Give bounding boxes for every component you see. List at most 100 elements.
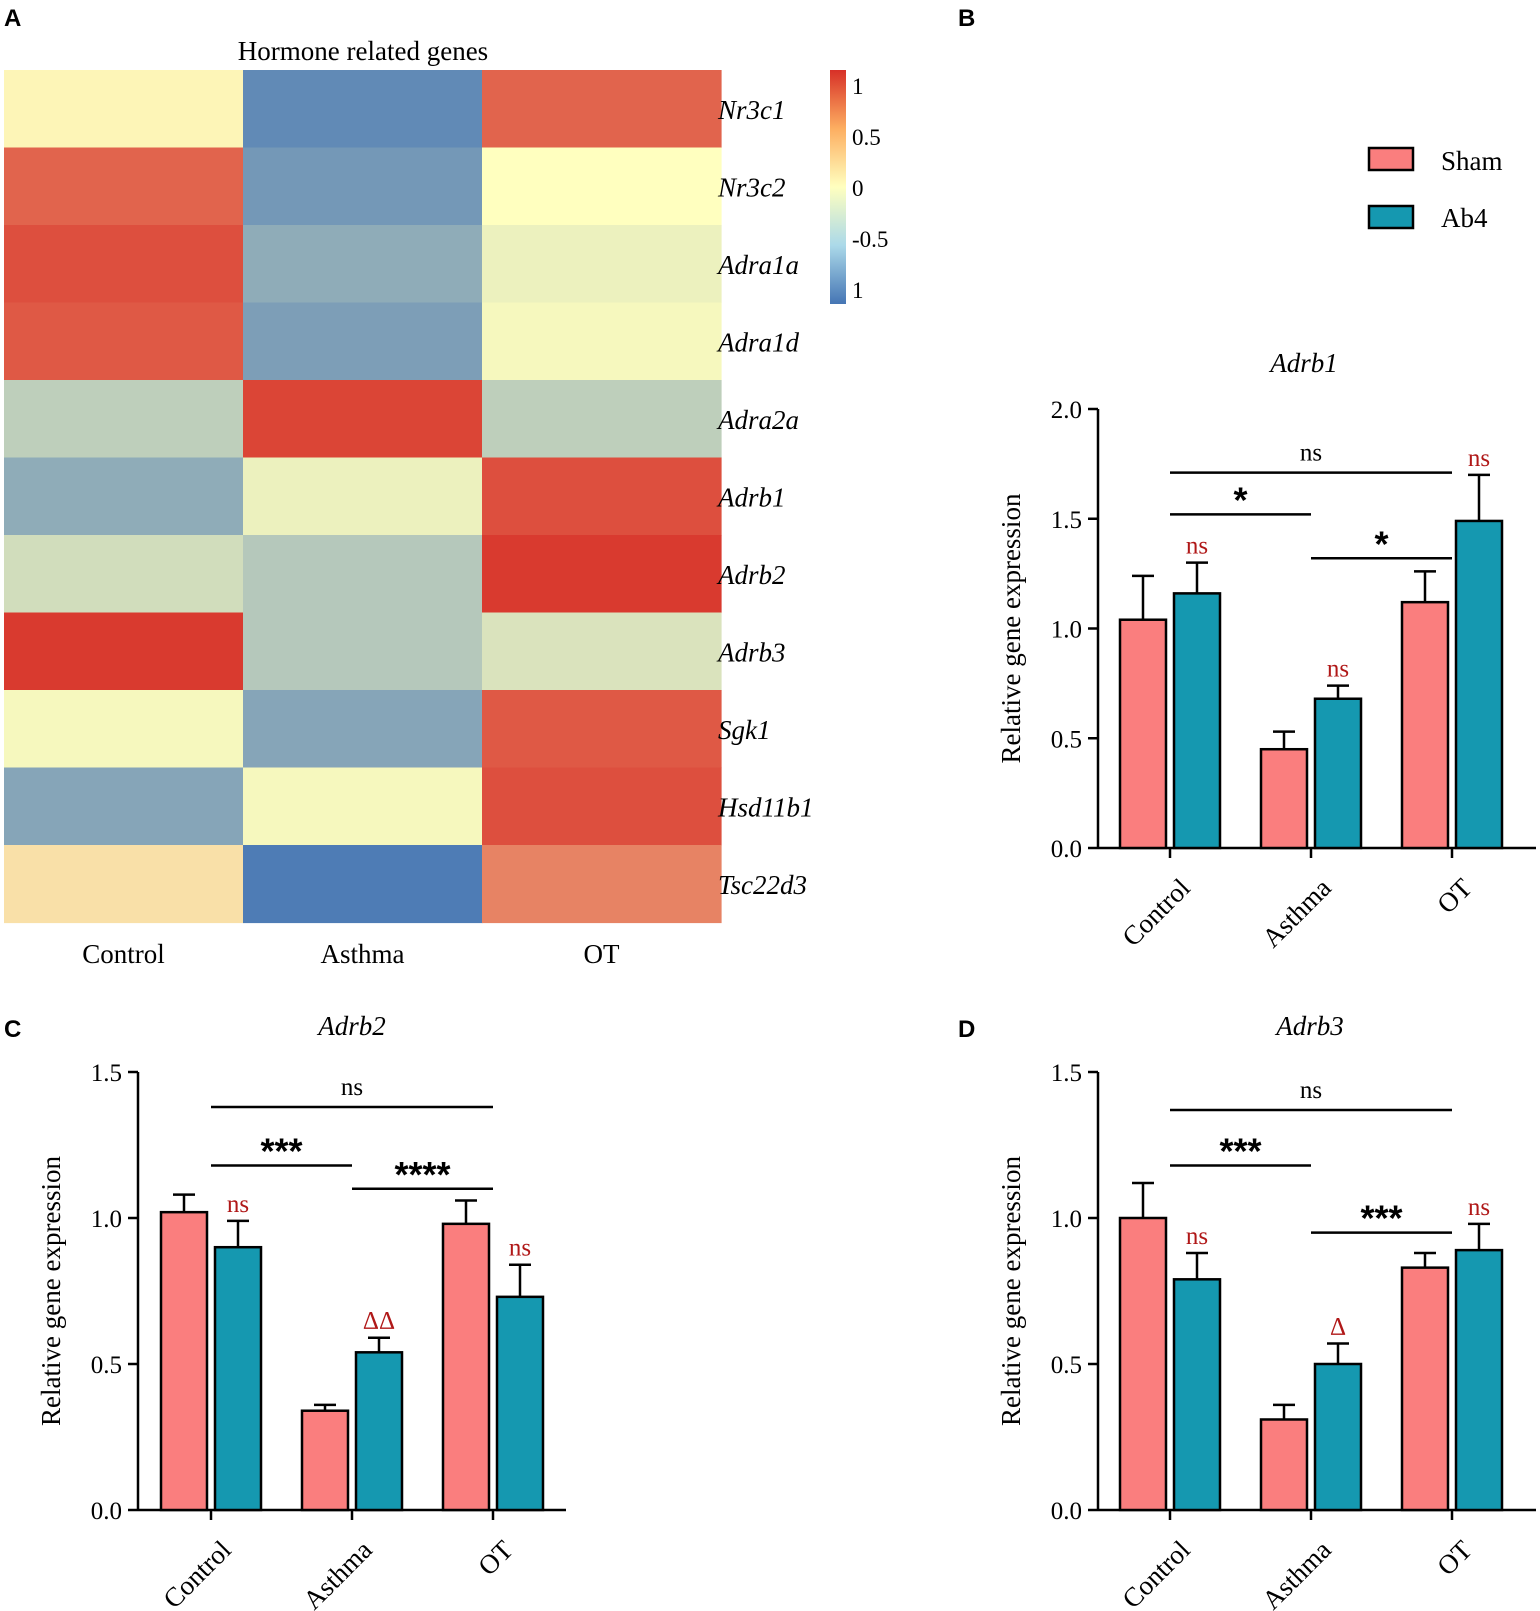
- bar-sham-control: [159, 1210, 209, 1512]
- bar-ab4-control: [213, 1245, 263, 1512]
- bar-sham-control: [1118, 618, 1168, 850]
- bar-sham-ot: [1400, 600, 1450, 850]
- heatmap-row-label: Adra1d: [716, 327, 800, 357]
- heatmap-cell-adrb2-asthma: [243, 535, 483, 614]
- bar-sham-ot: [1400, 1266, 1450, 1512]
- x-tick-label: Control: [1116, 1535, 1196, 1611]
- heatmap-cell-adrb1-asthma: [243, 457, 483, 536]
- legend-swatch-ab4: [1367, 204, 1415, 230]
- heatmap-cell-nr3c1-asthma: [243, 70, 483, 149]
- heatmap-row-label: Nr3c2: [717, 172, 786, 202]
- heatmap-cell-sgk1-ot: [482, 690, 722, 769]
- bar-ab4-asthma: [1313, 697, 1363, 850]
- heatmap-row-label: Nr3c1: [717, 95, 786, 125]
- bar-chart-adrb2: Adrb2 Relative gene expression 0.0 0.5 1.0 1.…: [36, 1011, 566, 1611]
- x-tick-label: OT: [1431, 1534, 1478, 1581]
- heatmap-row-label: Adrb3: [716, 637, 786, 667]
- legend-swatch-sham: [1367, 146, 1415, 172]
- heatmap-cell-tsc22d3-asthma: [243, 845, 483, 924]
- chart-title: Adrb3: [1274, 1011, 1344, 1041]
- group-annotation: ns: [1468, 1194, 1490, 1221]
- heatmap-cell-adra1a-control: [4, 225, 244, 304]
- y-tick-label: 1.5: [1051, 1060, 1082, 1087]
- y-axis-label: Relative gene expression: [996, 1156, 1026, 1426]
- heatmap-row-label: Hsd11b1: [717, 792, 814, 822]
- group-annotation: ns: [227, 1191, 249, 1218]
- x-tick-label: Asthma: [1256, 1535, 1337, 1611]
- heatmap-cell-nr3c2-control: [4, 147, 244, 226]
- group-annotation: Δ: [1330, 1314, 1346, 1341]
- bar-sham-asthma: [1259, 1418, 1309, 1512]
- panel-label-b: B: [958, 5, 975, 32]
- significance-label: ***: [1360, 1198, 1402, 1239]
- heatmap-cell-sgk1-control: [4, 690, 244, 769]
- group-annotation: ns: [1327, 656, 1349, 683]
- heatmap-column-label: Asthma: [321, 939, 405, 969]
- heatmap-colorbar: 1 0.5 0 -0.5 1: [830, 70, 888, 304]
- y-axis-label: Relative gene expression: [36, 1156, 66, 1426]
- bar-sham-asthma: [300, 1409, 350, 1512]
- group-annotation: ns: [1186, 1223, 1208, 1250]
- group-annotation: ΔΔ: [363, 1308, 395, 1335]
- heatmap-cell-adra1d-control: [4, 302, 244, 381]
- heatmap-cell-tsc22d3-control: [4, 845, 244, 924]
- bar-ab4-ot: [1454, 1248, 1504, 1512]
- legend-label-ab4: Ab4: [1441, 203, 1488, 233]
- heatmap-row-label: Adra2a: [716, 405, 799, 435]
- bar-ab4-control: [1172, 1278, 1222, 1512]
- x-tick-label: Asthma: [297, 1535, 378, 1611]
- heatmap-cell-adrb3-control: [4, 612, 244, 691]
- y-tick-label: 0.5: [91, 1352, 122, 1379]
- bar-ab4-ot: [495, 1295, 545, 1512]
- group-annotation: ns: [1186, 533, 1208, 560]
- y-tick-label: 2.0: [1051, 397, 1082, 424]
- bar-ab4-asthma: [1313, 1362, 1363, 1512]
- heatmap-cell-adrb2-control: [4, 535, 244, 614]
- heatmap-row-label: Tsc22d3: [718, 870, 807, 900]
- panel-label-c: C: [4, 1016, 21, 1043]
- heatmap-row-label: Adra1a: [716, 250, 799, 280]
- y-tick-label: 0.0: [1051, 836, 1082, 863]
- chart-title: Adrb2: [316, 1011, 386, 1041]
- heatmap-cell-adra2a-control: [4, 380, 244, 459]
- bar-chart-adrb3: Adrb3 Relative gene expression 0.0 0.5 1.0 1.…: [996, 1011, 1536, 1611]
- y-tick-label: 1.5: [91, 1060, 122, 1087]
- bar-ab4-asthma: [354, 1351, 404, 1512]
- significance-label: *: [1374, 523, 1388, 564]
- heatmap-cell-nr3c2-ot: [482, 147, 722, 226]
- heatmap-cell-adrb3-asthma: [243, 612, 483, 691]
- heatmap-cell-hsd11b1-asthma: [243, 767, 483, 846]
- heatmap-title: Hormone related genes: [238, 36, 488, 66]
- heatmap-cell-adra1d-ot: [482, 302, 722, 381]
- legend-label-sham: Sham: [1441, 146, 1503, 176]
- significance-label: *: [1233, 479, 1247, 520]
- colorbar-tick-label: 0: [852, 176, 864, 201]
- heatmap-row-label: Adrb1: [716, 482, 786, 512]
- significance-label: ns: [1300, 1077, 1322, 1104]
- bar-sham-ot: [441, 1222, 491, 1512]
- significance-label: ***: [260, 1130, 302, 1171]
- y-tick-label: 1.5: [1051, 507, 1082, 534]
- heatmap-cell-tsc22d3-ot: [482, 845, 722, 924]
- heatmap-cell-sgk1-asthma: [243, 690, 483, 769]
- heatmap-cell-nr3c2-asthma: [243, 147, 483, 226]
- heatmap-row-labels: Nr3c1 Nr3c2 Adra1a Adra1d Adra2a Adrb1 Adrb2 Ad…: [716, 95, 814, 900]
- y-tick-label: 0.5: [1051, 1352, 1082, 1379]
- x-tick-label: OT: [1431, 872, 1478, 919]
- heatmap-column-label: Control: [82, 939, 165, 969]
- y-tick-label: 1.0: [91, 1206, 122, 1233]
- heatmap-cell-adrb3-ot: [482, 612, 722, 691]
- legend: Sham Ab4: [1367, 146, 1503, 233]
- heatmap-cell-adrb1-ot: [482, 457, 722, 536]
- significance-label: ****: [394, 1154, 450, 1195]
- colorbar-tick-label: -0.5: [852, 227, 888, 252]
- x-tick-label: OT: [472, 1534, 519, 1581]
- heatmap-cell-adra1a-ot: [482, 225, 722, 304]
- y-tick-label: 1.0: [1051, 617, 1082, 644]
- heatmap-cell-adrb2-ot: [482, 535, 722, 614]
- panel-label-a: A: [4, 5, 21, 32]
- colorbar-tick-label: 1: [852, 278, 864, 303]
- significance-label: ns: [341, 1074, 363, 1101]
- chart-title: Adrb1: [1268, 348, 1338, 378]
- panel-label-d: D: [958, 1016, 975, 1043]
